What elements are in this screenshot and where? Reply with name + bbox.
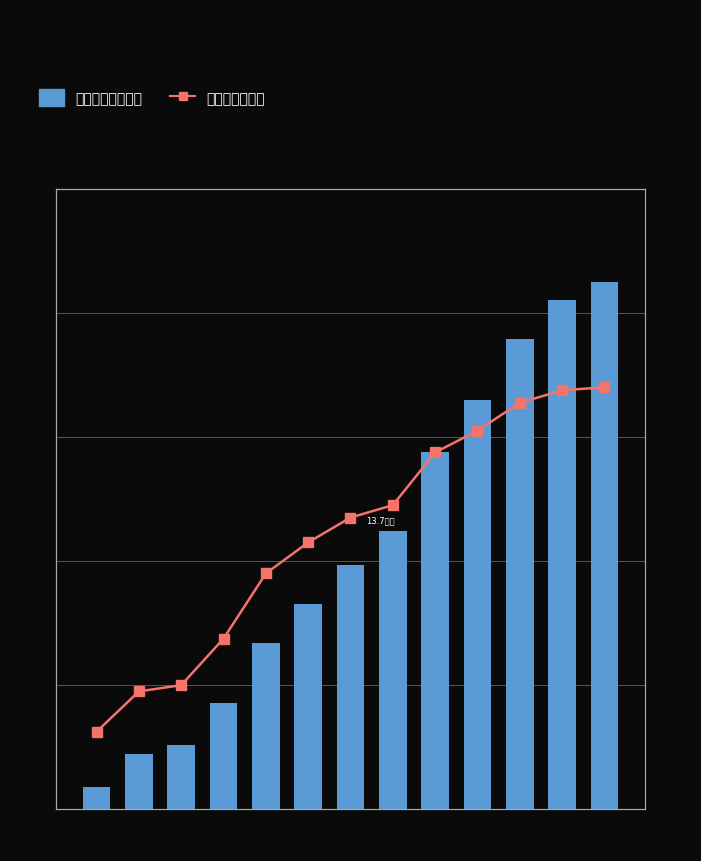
Bar [168, 746, 195, 809]
Bar [379, 531, 407, 809]
Bar [125, 754, 153, 809]
Legend: 空き家数（万戸）, 空き家率（％）: 空き家数（万戸）, 空き家率（％） [34, 84, 271, 113]
Bar [294, 604, 322, 809]
Bar [463, 401, 491, 809]
Bar [83, 787, 110, 809]
Bar [548, 301, 576, 809]
Bar [336, 565, 365, 809]
Bar [252, 643, 280, 809]
Bar [506, 340, 533, 809]
Bar [210, 703, 238, 809]
Text: 13.7万戸: 13.7万戸 [366, 516, 395, 524]
Bar [421, 452, 449, 809]
Bar [591, 283, 618, 809]
